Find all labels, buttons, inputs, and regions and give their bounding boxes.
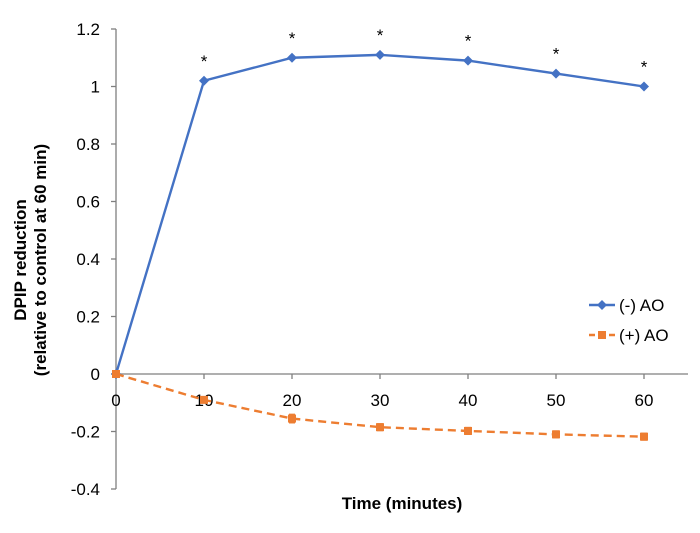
series-layer: * * * * * * [111, 26, 649, 441]
x-tick-label: 50 [547, 391, 566, 410]
data-point-diamond [551, 68, 561, 79]
data-point-diamond [287, 52, 297, 63]
significance-marker: * [465, 32, 472, 51]
data-point-square [112, 370, 120, 378]
significance-marker: * [377, 26, 384, 45]
data-point-square [464, 426, 472, 435]
data-point-diamond [463, 55, 473, 66]
x-tick-label: 40 [459, 391, 478, 410]
x-axis: 0102030405060 [111, 373, 688, 410]
data-point-diamond [199, 75, 209, 86]
data-point-diamond [639, 81, 649, 92]
y-tick-label: 0.6 [76, 193, 100, 212]
series-line-1 [114, 53, 645, 375]
significance-marker: * [553, 45, 560, 64]
y-axis-title-line2: (relative to control at 60 min) [31, 144, 50, 376]
y-tick-label: 0.2 [76, 308, 100, 327]
y-tick-label: 0.8 [76, 135, 100, 154]
y-tick-label: 0 [91, 365, 100, 384]
y-axis-title-line1: DPIP reduction [11, 199, 30, 321]
significance-marker: * [289, 29, 296, 48]
x-tick-label: 60 [635, 391, 654, 410]
x-tick-label: 20 [283, 391, 302, 410]
legend-marker-diamond [597, 300, 607, 310]
legend-label-1: (-) AO [619, 296, 664, 315]
x-tick-label: 0 [111, 391, 120, 410]
y-axis: -0.4 -0.2 0 0.2 0.4 0.6 0.8 1 1.2 [71, 20, 117, 499]
y-tick-label: 1.2 [76, 20, 100, 39]
significance-marker: * [641, 58, 648, 77]
data-point-square [288, 414, 296, 423]
data-point-square [552, 430, 560, 439]
data-point-diamond [375, 49, 385, 60]
significance-marker: * [201, 52, 208, 71]
data-point-square [640, 432, 648, 441]
x-tick-label: 30 [371, 391, 390, 410]
y-tick-label: 1 [91, 78, 100, 97]
y-tick-label: 0.4 [76, 250, 100, 269]
data-point-square [200, 395, 208, 404]
y-tick-label: -0.4 [71, 480, 100, 499]
y-tick-label: -0.2 [71, 423, 100, 442]
data-point-square [376, 423, 384, 432]
legend-label-2: (+) AO [619, 326, 669, 345]
legend: (-) AO (+) AO [589, 296, 669, 345]
x-axis-title: Time (minutes) [342, 494, 463, 513]
legend-marker-square [598, 331, 606, 339]
